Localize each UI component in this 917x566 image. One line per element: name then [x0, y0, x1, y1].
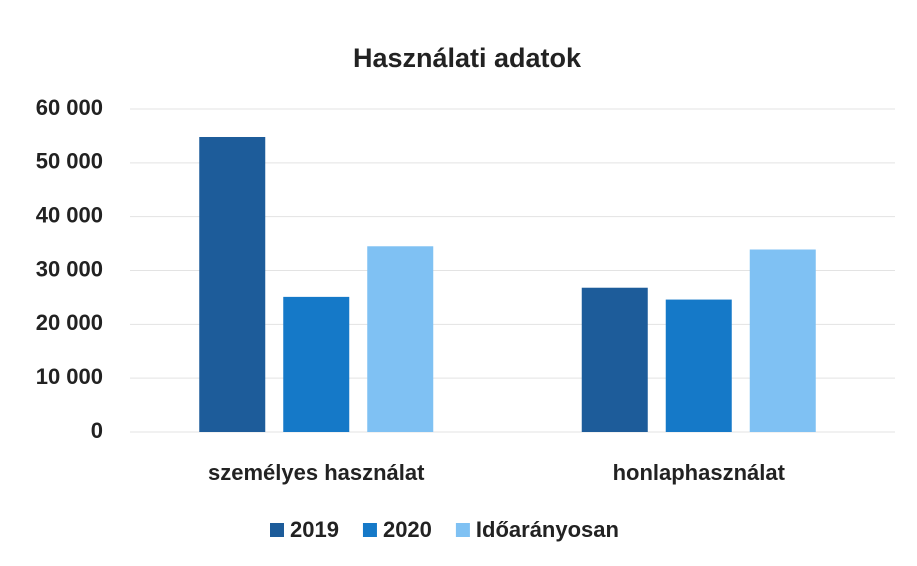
legend-swatch [270, 523, 284, 537]
y-tick-label: 50 000 [36, 149, 103, 174]
x-tick-label: személyes használat [208, 460, 425, 485]
y-tick-label: 20 000 [36, 310, 103, 335]
y-tick-label: 0 [91, 418, 103, 443]
chart-title: Használati adatok [353, 43, 582, 73]
bar [581, 287, 648, 432]
bar [749, 249, 816, 432]
bar [665, 299, 732, 432]
y-tick-label: 60 000 [36, 95, 103, 120]
bar [283, 296, 350, 432]
legend-swatch [455, 523, 470, 537]
bar [199, 136, 266, 432]
legend-label: 2019 [290, 517, 339, 542]
y-tick-label: 40 000 [36, 202, 103, 227]
legend-swatch [362, 523, 377, 537]
legend-label: 2020 [383, 517, 432, 542]
bar [367, 246, 434, 432]
legend-label: Időarányosan [476, 517, 619, 542]
y-tick-label: 10 000 [36, 364, 103, 389]
y-tick-label: 30 000 [36, 256, 103, 281]
x-tick-label: honlaphasználat [613, 460, 786, 485]
